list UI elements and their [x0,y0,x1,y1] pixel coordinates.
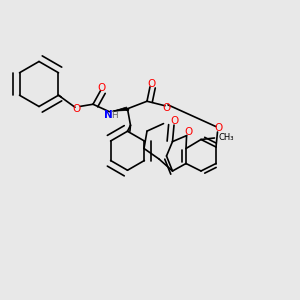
Text: CH₃: CH₃ [218,133,234,142]
Text: O: O [98,83,106,93]
Text: O: O [214,123,223,134]
Polygon shape [113,107,127,111]
Text: O: O [72,104,81,114]
Text: N: N [103,110,112,120]
Text: O: O [147,79,155,89]
Text: H: H [112,111,118,120]
Text: O: O [184,127,193,137]
Text: O: O [162,103,171,113]
Text: O: O [171,116,179,127]
